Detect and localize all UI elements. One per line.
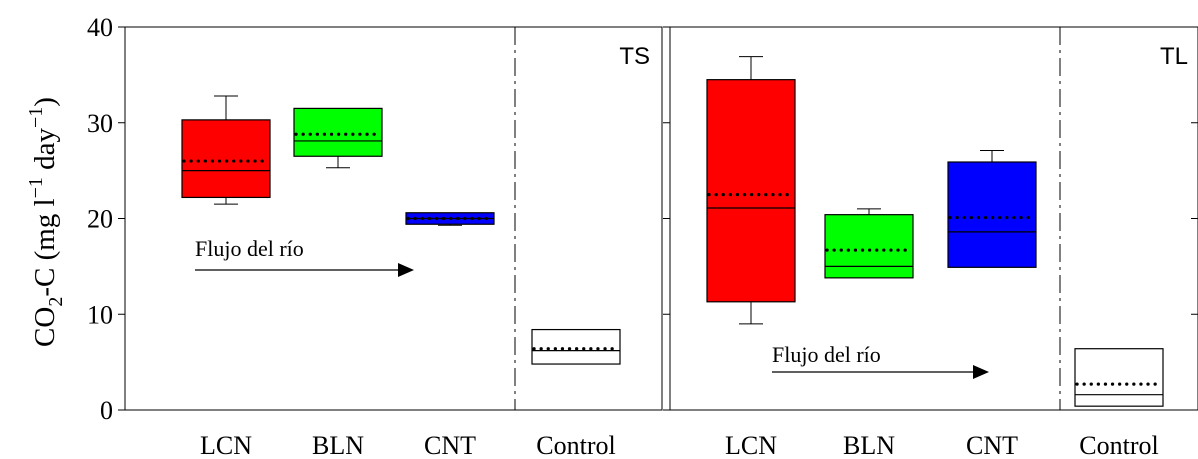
y-axis-label: CO2-C (mg l−1 day−1) [25, 97, 67, 347]
box-cnt [405, 212, 495, 226]
box-control [531, 328, 621, 365]
box-bln [824, 208, 914, 279]
panel-label: TL [1160, 43, 1188, 70]
x-category-label: BLN [312, 431, 364, 459]
panel-label: TS [619, 43, 650, 70]
x-category-label: CNT [966, 431, 1018, 459]
panel-ts: 0 10 20 30 40 TS Flujo del río LCN BLN CNT Control [87, 13, 663, 459]
box-control [1074, 348, 1164, 407]
box-body [181, 119, 271, 199]
box-bln [293, 107, 383, 169]
y-tick-label: 10 [87, 300, 113, 329]
flow-annotation: Flujo del río [195, 236, 304, 261]
flow-arrow-head [398, 263, 414, 277]
box-lcn [181, 95, 271, 205]
box-body [1074, 348, 1164, 407]
y-tick-label: 40 [87, 13, 113, 42]
box-body [706, 79, 796, 303]
box-cnt [947, 150, 1037, 268]
x-category-label: Control [1079, 431, 1158, 459]
x-category-label: CNT [424, 431, 476, 459]
box-body [293, 107, 383, 157]
box-body [531, 328, 621, 365]
flow-annotation: Flujo del río [772, 342, 881, 367]
y-tick-label: 0 [100, 396, 113, 425]
box-lcn [706, 56, 796, 325]
y-tick-label: 20 [87, 205, 113, 234]
x-category-label: Control [536, 431, 615, 459]
box-body [824, 214, 914, 279]
box-body [947, 161, 1037, 268]
flow-arrow-head [973, 365, 989, 379]
y-tick-label: 30 [87, 109, 113, 138]
panel-tl: TL Flujo del río LCN BLN CNT Control [663, 26, 1198, 459]
x-category-label: LCN [200, 431, 252, 459]
x-category-label: BLN [843, 431, 895, 459]
x-category-label: LCN [725, 431, 777, 459]
